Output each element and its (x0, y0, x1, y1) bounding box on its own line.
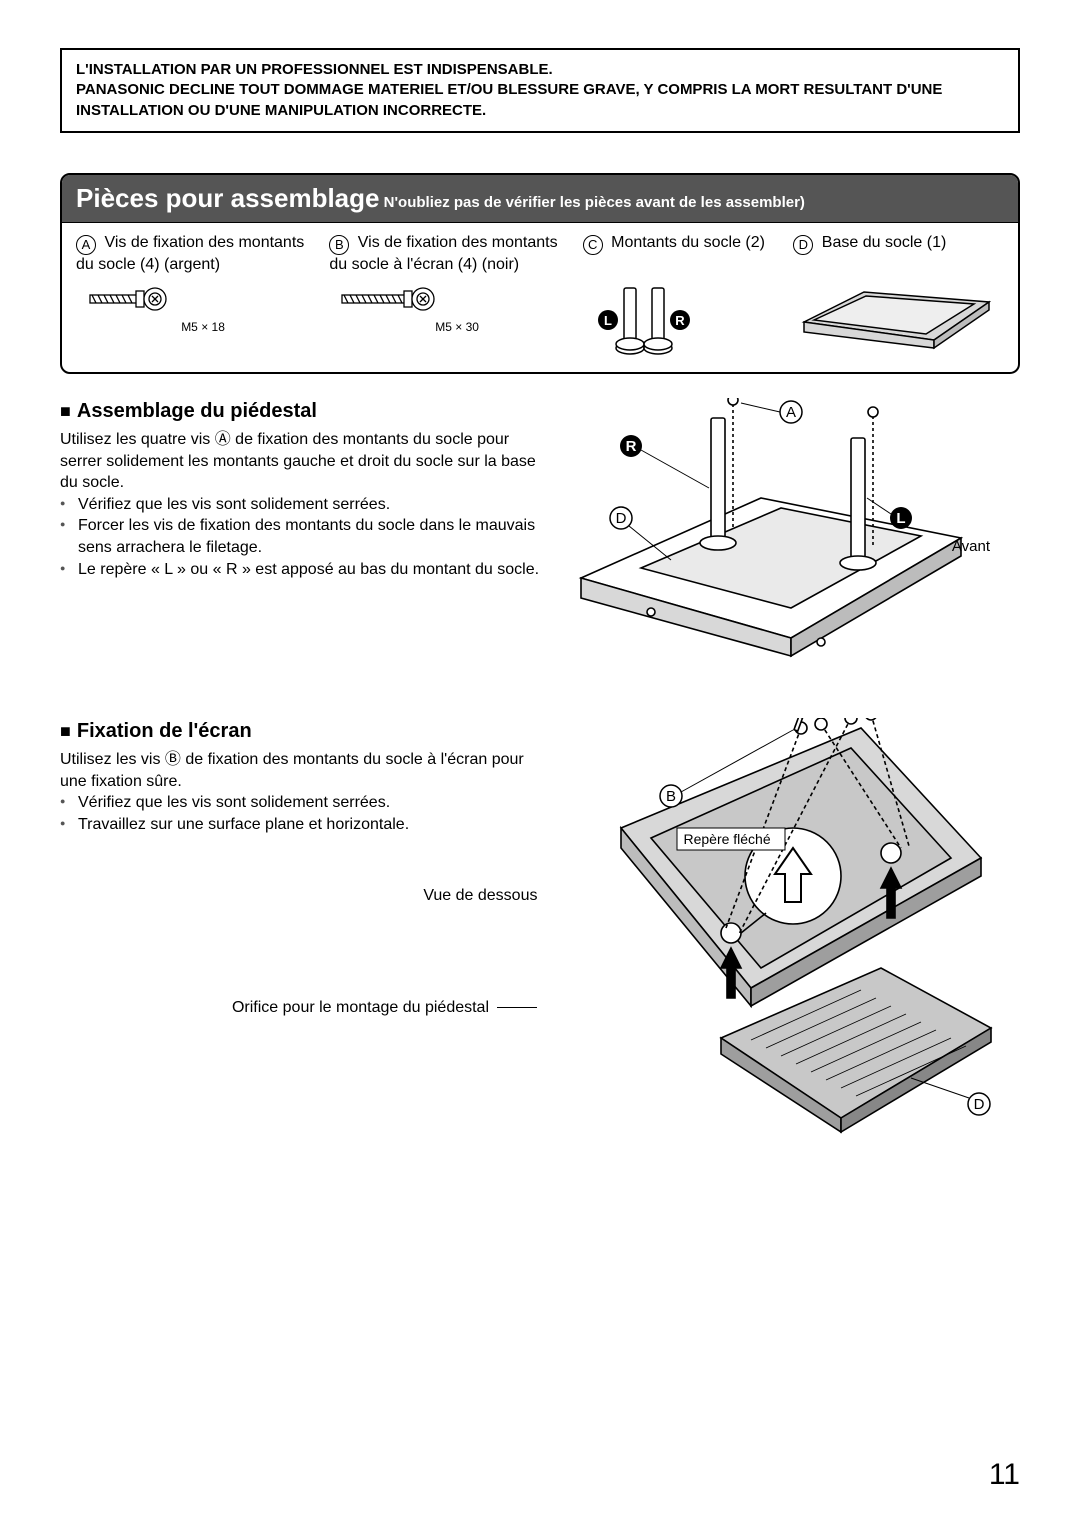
section2-b2: Travaillez sur une surface plane et hori… (60, 814, 541, 836)
svg-text:B: B (666, 788, 676, 805)
part-d-col: D Base du socle (1) (793, 233, 1004, 276)
section1-b1: Vérifiez que les vis sont solidement ser… (60, 494, 541, 516)
view-below-label: Vue de dessous (60, 885, 541, 907)
part-c-col: C Montants du socle (2) (583, 233, 794, 276)
page-number: 11 (989, 1458, 1020, 1492)
section2-intro: Utilisez les vis Ⓑ de fixation des monta… (60, 749, 541, 792)
letter-d-icon: D (793, 235, 813, 255)
letter-c-icon: C (583, 235, 603, 255)
svg-text:L: L (604, 313, 612, 328)
part-a-col: A Vis de fixation des montants du socle … (76, 233, 329, 276)
svg-text:R: R (626, 438, 637, 455)
warning-line-1: L'INSTALLATION PAR UN PROFESSIONNEL EST … (76, 60, 1004, 80)
part-a-text: Vis de fixation des montants du socle (4… (76, 234, 304, 273)
section2-b1: Vérifiez que les vis sont solidement ser… (60, 792, 541, 814)
hole-label: Orifice pour le montage du piédestal (60, 997, 541, 1019)
parts-illustrations: M5 × 18 M5 × 30 (62, 282, 1018, 372)
screw-b-illus: M5 × 30 (330, 282, 584, 362)
section1-heading: ■Assemblage du piédestal (60, 398, 541, 425)
parts-title-small: N'oubliez pas de vérifier les pièces ava… (384, 194, 805, 211)
parts-title-big: Pièces pour assemblage (76, 183, 379, 213)
section1-intro: Utilisez les quatre vis Ⓐ de fixation de… (60, 429, 541, 494)
section2-illus: B D Repère fléché (561, 718, 1020, 1158)
parts-labels-row: A Vis de fixation des montants du socle … (62, 222, 1018, 282)
section2-text: ■Fixation de l'écran Utilisez les vis Ⓑ … (60, 718, 561, 1158)
section-fixation: ■Fixation de l'écran Utilisez les vis Ⓑ … (60, 718, 1020, 1158)
svg-text:L: L (897, 510, 906, 527)
section1-text: ■Assemblage du piédestal Utilisez les qu… (60, 398, 561, 668)
base-illus (794, 282, 1004, 362)
screw-a-illus: M5 × 18 (76, 282, 330, 362)
label-avant: Avant (952, 538, 990, 555)
section1-illus: A R L D Avant (561, 398, 1020, 668)
warning-line-2: PANASONIC DECLINE TOUT DOMMAGE MATERIEL … (76, 80, 1004, 121)
section-assembly: ■Assemblage du piédestal Utilisez les qu… (60, 398, 1020, 668)
screw-b-spec: M5 × 30 (330, 320, 584, 334)
part-b-col: B Vis de fixation des montants du socle … (329, 233, 582, 276)
part-d-text: Base du socle (1) (822, 234, 947, 251)
svg-text:A: A (786, 404, 796, 421)
warning-box: L'INSTALLATION PAR UN PROFESSIONNEL EST … (60, 48, 1020, 133)
section2-heading: ■Fixation de l'écran (60, 718, 541, 745)
screw-a-spec: M5 × 18 (76, 320, 330, 334)
letter-b-icon: B (329, 235, 349, 255)
svg-text:D: D (616, 510, 627, 527)
section1-b3: Le repère « L » ou « R » est apposé au b… (60, 559, 541, 581)
part-c-text: Montants du socle (2) (611, 234, 765, 251)
svg-text:D: D (974, 1096, 985, 1113)
part-b-text: Vis de fixation des montants du socle à … (329, 234, 557, 273)
parts-title-bar: Pièces pour assemblage N'oubliez pas de … (62, 175, 1018, 222)
section1-b2: Forcer les vis de fixation des montants … (60, 515, 541, 558)
svg-text:R: R (675, 313, 685, 328)
parts-section: Pièces pour assemblage N'oubliez pas de … (60, 173, 1020, 374)
letter-a-icon: A (76, 235, 96, 255)
arrow-label: Repère fléché (683, 831, 770, 847)
poles-illus: L R (584, 282, 794, 362)
